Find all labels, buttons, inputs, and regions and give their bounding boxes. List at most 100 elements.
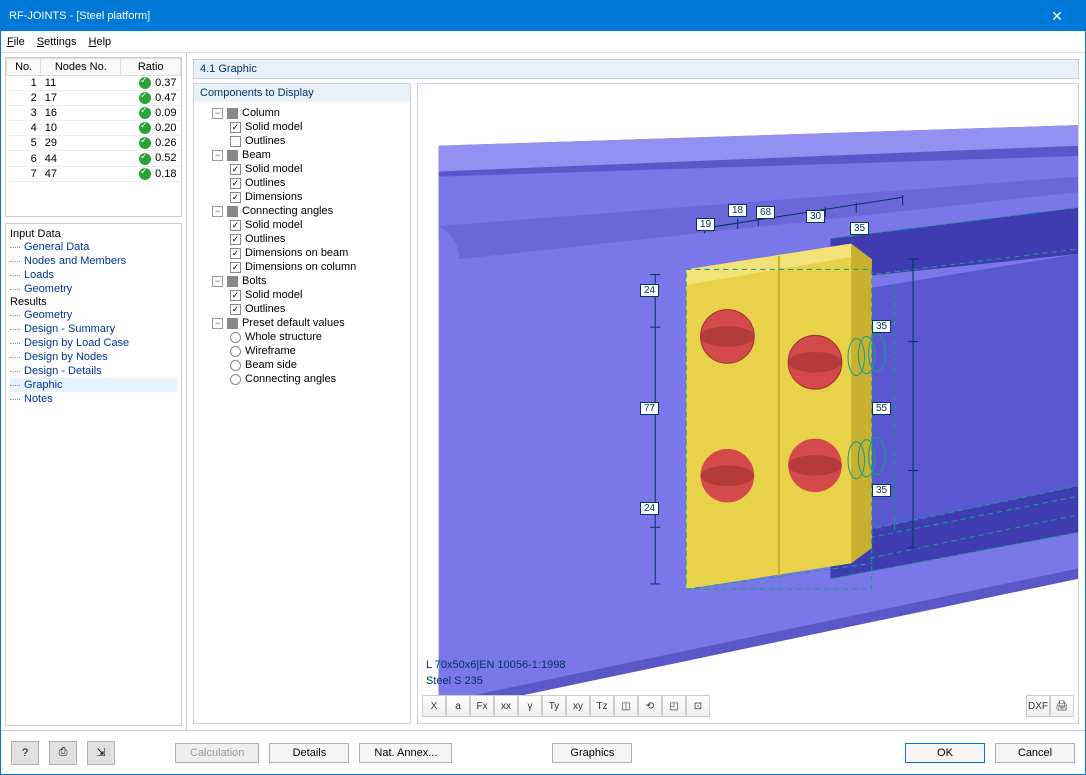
radio-icon[interactable] bbox=[230, 360, 241, 371]
tree-item[interactable]: Dimensions on column bbox=[198, 260, 406, 274]
view-tool-button[interactable]: Fx bbox=[470, 695, 494, 717]
view-tool-button[interactable]: 🖨 bbox=[1050, 695, 1074, 717]
tree-group[interactable]: −Beam bbox=[198, 148, 406, 162]
cancel-button[interactable]: Cancel bbox=[995, 743, 1075, 763]
tree-item[interactable]: Dimensions on beam bbox=[198, 246, 406, 260]
checkbox-icon[interactable] bbox=[227, 276, 238, 287]
nav-item[interactable]: Geometry bbox=[10, 282, 177, 296]
tree-item[interactable]: Solid model bbox=[198, 218, 406, 232]
tree-item[interactable]: Solid model bbox=[198, 288, 406, 302]
tree-item[interactable]: Solid model bbox=[198, 120, 406, 134]
col-ratio[interactable]: Ratio bbox=[121, 59, 181, 76]
col-nodes[interactable]: Nodes No. bbox=[41, 59, 121, 76]
checkbox-icon[interactable] bbox=[230, 178, 241, 189]
graphics-button[interactable]: Graphics bbox=[552, 743, 632, 763]
checkbox-icon[interactable] bbox=[230, 262, 241, 273]
table-row[interactable]: 3160.09 bbox=[7, 106, 181, 121]
view-tool-button[interactable]: ⊡ bbox=[686, 695, 710, 717]
tree-item[interactable]: Dimensions bbox=[198, 190, 406, 204]
checkbox-icon[interactable] bbox=[227, 150, 238, 161]
dim-18: 18 bbox=[728, 204, 747, 217]
help-button[interactable]: ? bbox=[11, 741, 39, 765]
calculation-button[interactable]: Calculation bbox=[175, 743, 259, 763]
view-tool-button[interactable]: γ bbox=[518, 695, 542, 717]
menu-file[interactable]: File bbox=[7, 36, 25, 48]
nav-item[interactable]: Design - Summary bbox=[10, 322, 177, 336]
table-row[interactable]: 1110.37 bbox=[7, 76, 181, 91]
nav-item[interactable]: Design - Details bbox=[10, 364, 177, 378]
tree-group[interactable]: −Connecting angles bbox=[198, 204, 406, 218]
view-tool-button[interactable]: Ty bbox=[542, 695, 566, 717]
menu-settings[interactable]: Settings bbox=[37, 36, 77, 48]
import-button[interactable]: ⇲ bbox=[87, 741, 115, 765]
nav-item[interactable]: Design by Nodes bbox=[10, 350, 177, 364]
collapse-icon[interactable]: − bbox=[212, 206, 223, 217]
tree-radio[interactable]: Wireframe bbox=[198, 344, 406, 358]
menu-help[interactable]: Help bbox=[89, 36, 112, 48]
nav-item[interactable]: General Data bbox=[10, 240, 177, 254]
radio-icon[interactable] bbox=[230, 346, 241, 357]
export-button[interactable]: ⎙ bbox=[49, 741, 77, 765]
close-icon[interactable]: ✕ bbox=[1037, 8, 1077, 25]
collapse-icon[interactable]: − bbox=[212, 276, 223, 287]
tree-radio[interactable]: Beam side bbox=[198, 358, 406, 372]
view-tool-button[interactable]: ⟲ bbox=[638, 695, 662, 717]
tree-item[interactable]: Outlines bbox=[198, 302, 406, 316]
tree-group[interactable]: −Bolts bbox=[198, 274, 406, 288]
tree-group[interactable]: −Preset default values bbox=[198, 316, 406, 330]
viewport-info: L 70x50x6|EN 10056-1:1998 Steel S 235 bbox=[426, 658, 565, 689]
collapse-icon[interactable]: − bbox=[212, 108, 223, 119]
checkbox-icon[interactable] bbox=[227, 206, 238, 217]
checkbox-icon[interactable] bbox=[230, 220, 241, 231]
checkbox-icon[interactable] bbox=[230, 248, 241, 259]
nav-item[interactable]: Nodes and Members bbox=[10, 254, 177, 268]
collapse-icon[interactable]: − bbox=[212, 318, 223, 329]
checkbox-icon[interactable] bbox=[230, 192, 241, 203]
tree-item[interactable]: Solid model bbox=[198, 162, 406, 176]
table-row[interactable]: 6440.52 bbox=[7, 151, 181, 166]
checkbox-icon[interactable] bbox=[230, 136, 241, 147]
checkbox-icon[interactable] bbox=[230, 122, 241, 133]
nav-item[interactable]: Geometry bbox=[10, 308, 177, 322]
view-tool-button[interactable]: xy bbox=[566, 695, 590, 717]
table-row[interactable]: 2170.47 bbox=[7, 91, 181, 106]
checkbox-icon[interactable] bbox=[230, 290, 241, 301]
tree-item[interactable]: Outlines bbox=[198, 176, 406, 190]
checkbox-icon[interactable] bbox=[227, 108, 238, 119]
tree-group[interactable]: −Column bbox=[198, 106, 406, 120]
view-tool-button[interactable]: DXF bbox=[1026, 695, 1050, 717]
view-tool-button[interactable]: a bbox=[446, 695, 470, 717]
nav-item[interactable]: Graphic bbox=[10, 378, 177, 392]
tree-item[interactable]: Outlines bbox=[198, 232, 406, 246]
dim-24a: 24 bbox=[640, 284, 659, 297]
checkbox-icon[interactable] bbox=[230, 164, 241, 175]
details-button[interactable]: Details bbox=[269, 743, 349, 763]
checkbox-icon[interactable] bbox=[230, 304, 241, 315]
col-no[interactable]: No. bbox=[7, 59, 41, 76]
view-tool-button[interactable]: ◫ bbox=[614, 695, 638, 717]
nav-item[interactable]: Notes bbox=[10, 392, 177, 406]
dim-55: 55 bbox=[872, 402, 891, 415]
ok-button[interactable]: OK bbox=[905, 743, 985, 763]
nav-item[interactable]: Loads bbox=[10, 268, 177, 282]
table-row[interactable]: 4100.20 bbox=[7, 121, 181, 136]
checkbox-icon[interactable] bbox=[230, 234, 241, 245]
table-row[interactable]: 7470.18 bbox=[7, 166, 181, 181]
tree-radio[interactable]: Whole structure bbox=[198, 330, 406, 344]
collapse-icon[interactable]: − bbox=[212, 150, 223, 161]
view-tool-button[interactable]: ◰ bbox=[662, 695, 686, 717]
radio-icon[interactable] bbox=[230, 332, 241, 343]
nat-annex-button[interactable]: Nat. Annex... bbox=[359, 743, 452, 763]
radio-icon[interactable] bbox=[230, 374, 241, 385]
tree-radio[interactable]: Connecting angles bbox=[198, 372, 406, 386]
view-tool-button[interactable]: xx bbox=[494, 695, 518, 717]
view-tool-button[interactable]: Tz bbox=[590, 695, 614, 717]
nav-tree: Input Data General DataNodes and Members… bbox=[5, 223, 182, 726]
graphic-viewport[interactable]: 19 18 68 30 35 24 77 24 35 55 35 L 70x50… bbox=[417, 83, 1079, 724]
table-row[interactable]: 5290.26 bbox=[7, 136, 181, 151]
checkbox-icon[interactable] bbox=[227, 318, 238, 329]
ok-icon bbox=[139, 122, 151, 134]
nav-item[interactable]: Design by Load Case bbox=[10, 336, 177, 350]
tree-item[interactable]: Outlines bbox=[198, 134, 406, 148]
view-tool-button[interactable]: X bbox=[422, 695, 446, 717]
